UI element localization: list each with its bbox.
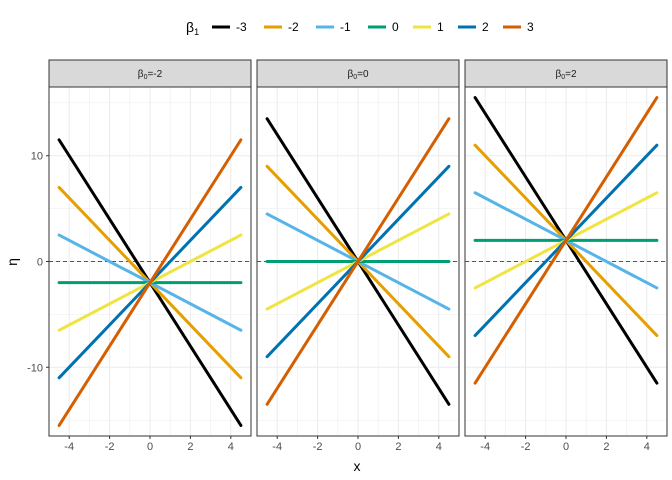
legend-item--2: -2 bbox=[264, 20, 299, 34]
legend: β1 -3 -2 -1 0 1 2 3 bbox=[186, 19, 534, 37]
x-tick-label: -2 bbox=[105, 441, 115, 453]
y-tick-label: 10 bbox=[31, 151, 43, 163]
facet-label: β0=-2 bbox=[138, 69, 163, 81]
x-tick-label: -4 bbox=[272, 441, 282, 453]
series-lines bbox=[265, 117, 451, 406]
x-tick-label: 4 bbox=[228, 441, 234, 453]
series-lines bbox=[473, 96, 659, 385]
x-tick-label: 2 bbox=[603, 441, 609, 453]
x-tick-label: -4 bbox=[480, 441, 490, 453]
x-tick-label: 4 bbox=[436, 441, 442, 453]
x-tick-label: 0 bbox=[355, 441, 361, 453]
x-tick-label: 0 bbox=[147, 441, 153, 453]
x-tick-label: -4 bbox=[64, 441, 74, 453]
x-tick-label: -2 bbox=[313, 441, 323, 453]
legend-item--1: -1 bbox=[316, 20, 351, 34]
facet-strip bbox=[464, 59, 668, 88]
legend-label: 1 bbox=[437, 20, 444, 34]
x-tick-label: 4 bbox=[644, 441, 650, 453]
facet-label: β0=0 bbox=[347, 69, 369, 81]
x-tick-label: 2 bbox=[187, 441, 193, 453]
x-axis-title: x bbox=[354, 458, 361, 474]
series-line-3 bbox=[57, 138, 243, 427]
legend-label: 0 bbox=[392, 20, 399, 34]
series-line-3 bbox=[265, 117, 451, 406]
panel-0: β0=-2 -4 -2 0 2 4 bbox=[48, 59, 252, 453]
legend-item-0: 0 bbox=[368, 20, 399, 34]
legend-label: 2 bbox=[482, 20, 489, 34]
x-tick-label: -2 bbox=[521, 441, 531, 453]
y-axis-title: η bbox=[4, 258, 20, 266]
panel-1: β0=0 -4 -2 0 2 4 bbox=[256, 59, 460, 453]
legend-label: -1 bbox=[340, 20, 351, 34]
x-tick-label: 2 bbox=[395, 441, 401, 453]
legend-item-3: 3 bbox=[503, 20, 534, 34]
legend-item--3: -3 bbox=[212, 20, 247, 34]
legend-label: 3 bbox=[527, 20, 534, 34]
legend-title: β1 bbox=[186, 19, 199, 37]
y-tick-label: -10 bbox=[27, 362, 43, 374]
facet-label: β0=2 bbox=[555, 69, 577, 81]
x-tick-label: 0 bbox=[563, 441, 569, 453]
legend-label: -2 bbox=[288, 20, 299, 34]
panel-2: β0=2 -4 -2 0 2 4 bbox=[464, 59, 668, 453]
y-tick-label: 0 bbox=[37, 257, 43, 269]
y-axis: -10 0 10 bbox=[27, 151, 49, 374]
legend-label: -3 bbox=[236, 20, 247, 34]
legend-item-1: 1 bbox=[413, 20, 444, 34]
series-line-3 bbox=[473, 96, 659, 385]
series-lines bbox=[57, 138, 243, 427]
legend-item-2: 2 bbox=[458, 20, 489, 34]
